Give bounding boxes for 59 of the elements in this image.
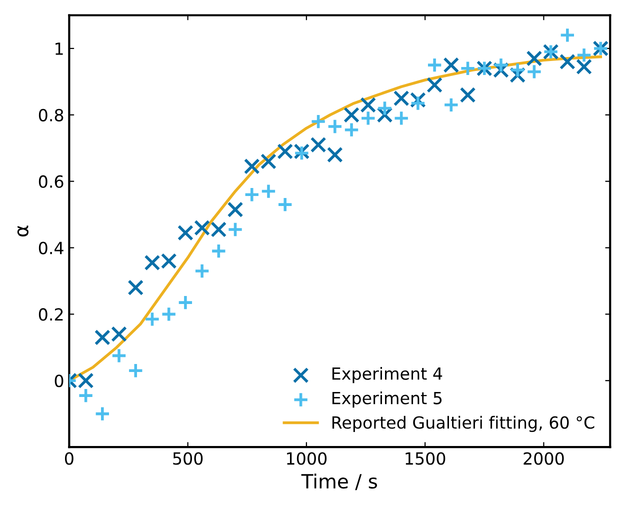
point bbox=[443, 96, 460, 113]
point bbox=[344, 122, 360, 138]
point bbox=[443, 57, 460, 74]
point bbox=[194, 263, 210, 279]
point bbox=[576, 47, 592, 64]
point bbox=[144, 311, 160, 328]
point bbox=[360, 110, 376, 126]
point bbox=[78, 388, 94, 404]
point bbox=[128, 362, 144, 379]
point bbox=[326, 146, 343, 163]
point bbox=[426, 57, 443, 74]
point bbox=[460, 86, 476, 103]
point bbox=[410, 95, 426, 112]
point bbox=[227, 202, 244, 218]
point bbox=[460, 60, 476, 76]
point bbox=[277, 196, 294, 213]
point bbox=[210, 243, 227, 260]
y-tick-label: 0 bbox=[54, 374, 64, 388]
point bbox=[576, 58, 592, 75]
x-tick-label: 1500 bbox=[406, 452, 446, 465]
point bbox=[310, 114, 326, 130]
x-tick-label: 0 bbox=[64, 452, 74, 465]
point bbox=[376, 100, 393, 116]
point bbox=[160, 306, 177, 322]
y-tick-label: 0.4 bbox=[38, 242, 64, 254]
legend-label: Experiment 4 bbox=[332, 366, 442, 384]
point bbox=[260, 183, 276, 200]
y-tick-label: 0.8 bbox=[38, 108, 64, 122]
x-tick-label: 500 bbox=[173, 452, 203, 465]
point bbox=[326, 118, 343, 134]
x-tick-label: 1000 bbox=[287, 452, 327, 465]
point bbox=[177, 294, 194, 311]
point bbox=[559, 27, 576, 44]
legend-label: Experiment 5 bbox=[332, 391, 442, 408]
y-tick-label: 0.2 bbox=[38, 308, 63, 321]
x-tick-label: 2000 bbox=[524, 452, 564, 465]
point bbox=[393, 110, 410, 126]
point bbox=[244, 186, 260, 203]
point bbox=[526, 64, 542, 80]
x-axis-title: Time / s bbox=[301, 474, 378, 490]
point bbox=[260, 153, 276, 170]
point bbox=[559, 54, 576, 70]
point bbox=[344, 106, 360, 123]
point bbox=[526, 50, 542, 66]
point bbox=[128, 280, 144, 296]
point bbox=[177, 224, 194, 241]
legend-label: Reported Gualtieri fitting, 60 °C bbox=[332, 416, 594, 432]
point bbox=[493, 57, 509, 74]
point bbox=[111, 348, 127, 364]
point bbox=[426, 77, 443, 93]
point bbox=[310, 136, 326, 153]
point bbox=[360, 96, 376, 113]
point bbox=[227, 222, 244, 238]
point bbox=[94, 406, 110, 422]
point bbox=[510, 62, 526, 78]
y-tick-label: 1 bbox=[56, 42, 63, 55]
y-tick-label: 0.6 bbox=[38, 175, 64, 188]
point bbox=[244, 158, 260, 174]
y-axis-title: α bbox=[17, 226, 28, 236]
